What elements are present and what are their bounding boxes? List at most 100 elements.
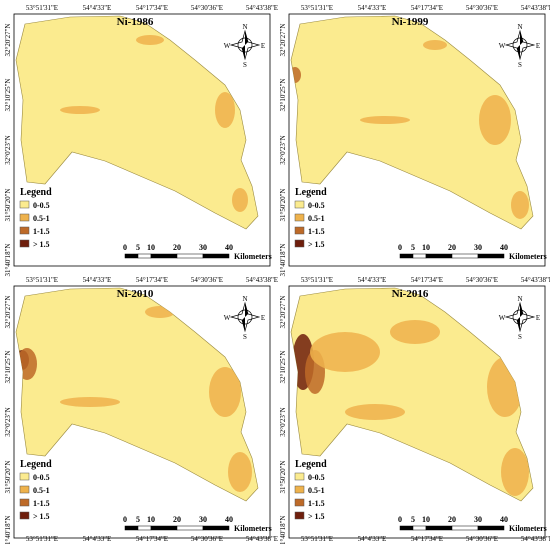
longitude-label: 54°30'36"E [191,276,223,284]
legend-label: > 1.5 [308,512,325,521]
patches [60,35,248,212]
scale-label: 20 [448,243,456,252]
longitude-label: 54°4'33"E [83,4,112,12]
scale-label: 0 [398,515,402,524]
scale-label: 5 [136,515,140,524]
longitude-label: 54°17'34"E [136,276,168,284]
scale-label: 0 [123,243,127,252]
map-panel: Ni-2010 53°51'31"E 54°4'33"E 54°17'34"E 54°3… [4,276,278,548]
longitude-label: 54°30'36"E [466,276,498,284]
scale-label: 5 [136,243,140,252]
longitude-label: 54°30'36"E [466,4,498,12]
scale-label: 0 [123,515,127,524]
longitude-label: 53°51'31"E [26,276,58,284]
scale-label: 20 [173,515,181,524]
longitude-label: 54°4'33"E [83,276,112,284]
region [15,15,259,230]
longitude-label: 54°4'33"E [358,276,387,284]
legend-swatch [19,226,30,235]
compass-n: N [517,295,522,303]
scale-segment [477,525,505,531]
legend-label: 0-0.5 [308,473,325,482]
scale-segment [202,525,230,531]
longitude-label: 54°17'34"E [411,535,443,543]
panel-title: Ni-1999 [392,16,429,28]
legend-swatch [19,213,30,222]
compass-e: E [536,314,540,322]
scale-label: 5 [411,515,415,524]
legend-swatch [19,200,30,209]
scale-segment [451,253,479,259]
latitude-label: 31°40'18"N [279,516,287,544]
longitude-label: 54°43'38"E [246,535,278,543]
longitude-label: 54°17'34"E [411,4,443,12]
map-panel: Ni-1999 53°51'31"E 54°4'33"E 54°17'34"E 54°3… [279,4,550,276]
longitude-label: 54°30'36"E [191,4,223,12]
longitude-label: 54°4'33"E [358,4,387,12]
legend-title: Legend [295,187,327,198]
patch [511,191,529,219]
panel-title: Ni-2016 [392,288,429,300]
legend-label: 0.5-1 [33,214,50,223]
longitude-label: 54°30'36"E [466,535,498,543]
patches [292,320,529,496]
latitude-label: 31°40'18"N [279,244,287,277]
legend-swatch [19,498,30,507]
legend-swatch [294,472,305,481]
scale-segment [399,525,414,531]
legend-swatch [19,239,30,248]
longitude-label: 53°51'31"E [301,4,333,12]
scale-label: 10 [147,243,155,252]
legend-label: 1-1.5 [33,499,50,508]
compass-n: N [242,295,247,303]
scale-segment [124,525,139,531]
latitude-label: 32°10'25"N [279,351,287,384]
scale-label: 30 [199,515,207,524]
legend-label: 0.5-1 [33,486,50,495]
scale-segment [137,253,152,259]
legend-label: > 1.5 [308,240,325,249]
scale-label: 40 [225,243,233,252]
latitude-label: 32°0'23"N [279,135,287,164]
map-panel: Ni-1986 53°51'31"E 54°4'33"E 54°17'34"E 54°3… [4,4,278,276]
compass-e: E [536,42,540,50]
region [15,287,259,502]
compass-s: S [243,61,247,69]
compass-w: W [499,314,506,322]
scale-segment [425,525,453,531]
longitude-label: 54°43'38"E [246,4,278,12]
compass-n: N [517,23,522,31]
longitude-label: 54°4'33"E [358,535,387,543]
scale-label: 40 [500,515,508,524]
longitude-label: 54°17'34"E [411,276,443,284]
panel-title: Ni-2010 [117,288,154,300]
legend-swatch [294,213,305,222]
latitude-label: 31°40'18"N [4,244,12,277]
scale-unit: Kilometers [234,252,272,261]
scale-segment [399,253,414,259]
scale-unit: Kilometers [234,524,272,533]
latitude-label: 31°50'20"N [4,461,12,494]
longitude-label: 53°51'31"E [301,276,333,284]
compass-s: S [243,333,247,341]
scale-segment [137,525,152,531]
longitude-label: 54°17'34"E [136,4,168,12]
north-arrow: N S E W [499,295,540,341]
map-panel: Ni-2016 53°51'31"E 54°4'33"E 54°17'34"E 54°3… [279,276,550,548]
patch [228,452,252,492]
legend-swatch [19,472,30,481]
scale-label: 20 [173,243,181,252]
legend-swatch [294,226,305,235]
patch [310,332,380,372]
longitude-label: 54°43'38"E [521,4,550,12]
patch [209,367,241,417]
legend-label: 0-0.5 [308,201,325,210]
patch [60,106,100,114]
compass-w: W [224,314,231,322]
scale-segment [150,525,178,531]
scale-segment [451,525,479,531]
latitude-label: 31°50'20"N [4,189,12,222]
longitude-label: 54°30'36"E [191,535,223,543]
patch [232,188,248,212]
